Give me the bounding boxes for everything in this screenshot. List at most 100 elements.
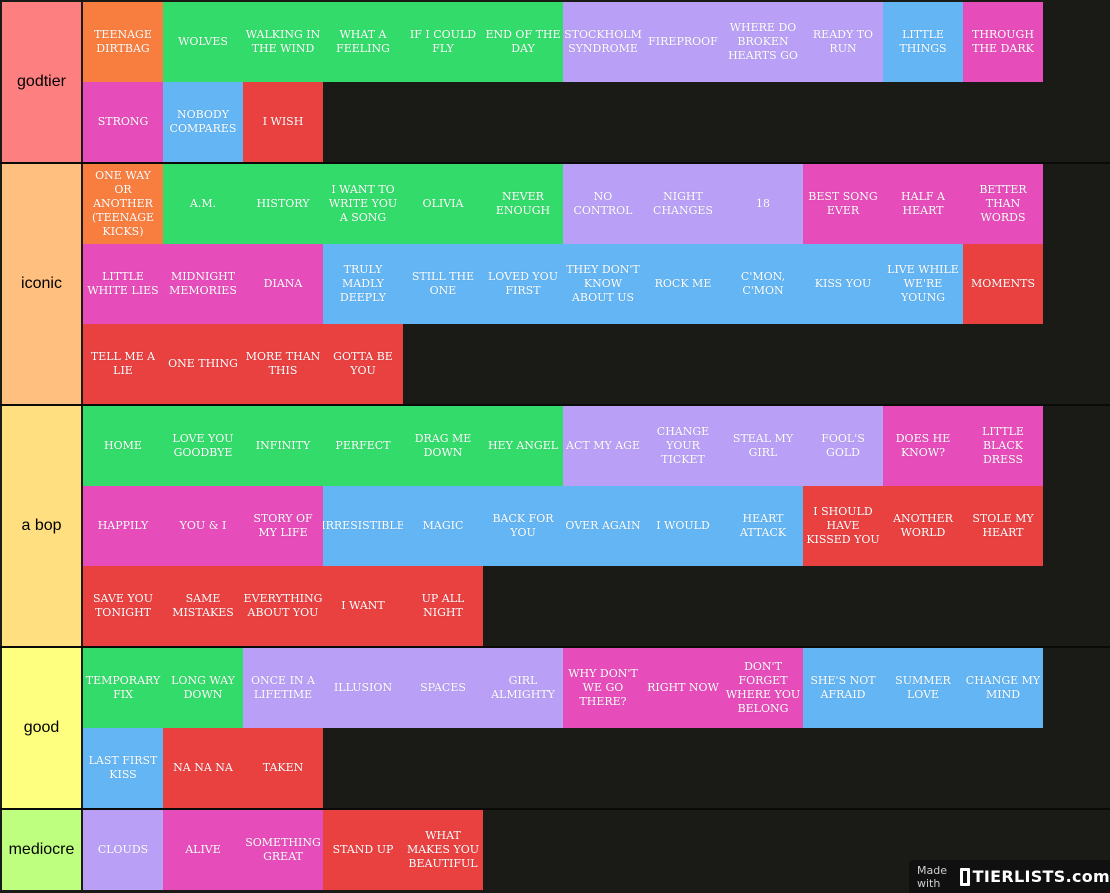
tier-item[interactable]: LONG WAY DOWN xyxy=(163,648,243,728)
tier-item[interactable]: READY TO RUN xyxy=(803,2,883,82)
tier-item[interactable]: I WANT xyxy=(323,566,403,646)
tier-label[interactable]: a bop xyxy=(2,406,81,646)
tier-item[interactable]: C'MON, C'MON xyxy=(723,244,803,324)
tier-label[interactable]: good xyxy=(2,648,81,808)
tier-item[interactable]: DRAG ME DOWN xyxy=(403,406,483,486)
tier-item[interactable]: RIGHT NOW xyxy=(643,648,723,728)
tier-item[interactable]: HISTORY xyxy=(243,164,323,244)
tier-item[interactable]: LOVED YOU FIRST xyxy=(483,244,563,324)
tier-item[interactable]: 18 xyxy=(723,164,803,244)
tier-item[interactable]: HOME xyxy=(83,406,163,486)
tier-label[interactable]: mediocre xyxy=(2,810,81,890)
tier-item[interactable]: ILLUSION xyxy=(323,648,403,728)
tier-item[interactable]: GOTTA BE YOU xyxy=(323,324,403,404)
tier-item[interactable]: SAME MISTAKES xyxy=(163,566,243,646)
tier-item[interactable]: STOLE MY HEART xyxy=(963,486,1043,566)
tier-item[interactable]: CHANGE MY MIND xyxy=(963,648,1043,728)
tier-item[interactable]: CHANGE YOUR TICKET xyxy=(643,406,723,486)
tier-item[interactable]: LIVE WHILE WE'RE YOUNG xyxy=(883,244,963,324)
tier-item[interactable]: OLIVIA xyxy=(403,164,483,244)
tier-item[interactable]: HALF A HEART xyxy=(883,164,963,244)
tier-item[interactable]: LAST FIRST KISS xyxy=(83,728,163,808)
tier-item[interactable]: SOMETHING GREAT xyxy=(243,810,323,890)
tier-item[interactable]: I SHOULD HAVE KISSED YOU xyxy=(803,486,883,566)
made-with-label: Made with xyxy=(917,863,947,890)
tier-item[interactable]: YOU & I xyxy=(163,486,243,566)
tier-item[interactable]: ANOTHER WORLD xyxy=(883,486,963,566)
tier-item[interactable]: HEY ANGEL xyxy=(483,406,563,486)
tier-item[interactable]: SPACES xyxy=(403,648,483,728)
tier-item[interactable]: END OF THE DAY xyxy=(483,2,563,82)
tier-item[interactable]: KISS YOU xyxy=(803,244,883,324)
tier-item[interactable]: GIRL ALMIGHTY xyxy=(483,648,563,728)
tier-item[interactable]: LITTLE THINGS xyxy=(883,2,963,82)
tier-row: iconic ONE WAY OR ANOTHER (TEENAGE KICKS)… xyxy=(0,164,1110,404)
tier-item[interactable]: THEY DON'T KNOW ABOUT US xyxy=(563,244,643,324)
tier-item[interactable]: NEVER ENOUGH xyxy=(483,164,563,244)
tier-item[interactable]: NOBODY COMPARES xyxy=(163,82,243,162)
tier-item[interactable]: A.M. xyxy=(163,164,243,244)
tier-item[interactable]: STAND UP xyxy=(323,810,403,890)
tier-item[interactable]: STOCKHOLM SYNDROME xyxy=(563,2,643,82)
tier-item[interactable]: SAVE YOU TONIGHT xyxy=(83,566,163,646)
tier-item[interactable]: ROCK ME xyxy=(643,244,723,324)
tierlists-watermark[interactable]: Made with TIERLISTS.com xyxy=(909,860,1110,893)
tier-item[interactable]: NA NA NA xyxy=(163,728,243,808)
tier-label[interactable]: iconic xyxy=(2,164,81,404)
tier-item[interactable]: NIGHT CHANGES xyxy=(643,164,723,244)
tier-item[interactable]: DIANA xyxy=(243,244,323,324)
tier-item[interactable]: STEAL MY GIRL xyxy=(723,406,803,486)
tier-item[interactable]: CLOUDS xyxy=(83,810,163,890)
tier-item[interactable]: I WISH xyxy=(243,82,323,162)
tier-item[interactable]: TELL ME A LIE xyxy=(83,324,163,404)
tier-item[interactable]: WHY DON'T WE GO THERE? xyxy=(563,648,643,728)
tier-item[interactable]: SHE'S NOT AFRAID xyxy=(803,648,883,728)
tier-item[interactable]: IF I COULD FLY xyxy=(403,2,483,82)
tier-item[interactable]: THROUGH THE DARK xyxy=(963,2,1043,82)
tier-item[interactable]: FOOL'S GOLD xyxy=(803,406,883,486)
tier-item[interactable]: MORE THAN THIS xyxy=(243,324,323,404)
tier-item[interactable]: STILL THE ONE xyxy=(403,244,483,324)
tier-item[interactable]: LITTLE WHITE LIES xyxy=(83,244,163,324)
tier-item[interactable]: BACK FOR YOU xyxy=(483,486,563,566)
tier-item[interactable]: ONE WAY OR ANOTHER (TEENAGE KICKS) xyxy=(83,164,163,244)
tier-item[interactable]: IRRESISTIBLE xyxy=(323,486,403,566)
tier-item[interactable]: FIREPROOF xyxy=(643,2,723,82)
tier-item[interactable]: TAKEN xyxy=(243,728,323,808)
tier-item[interactable]: I WANT TO WRITE YOU A SONG xyxy=(323,164,403,244)
tier-item[interactable]: HAPPILY xyxy=(83,486,163,566)
tier-item[interactable]: ALIVE xyxy=(163,810,243,890)
tier-item[interactable]: MIDNIGHT MEMORIES xyxy=(163,244,243,324)
tier-item[interactable]: SUMMER LOVE xyxy=(883,648,963,728)
tier-item[interactable]: BEST SONG EVER xyxy=(803,164,883,244)
tier-item[interactable]: TEENAGE DIRTBAG xyxy=(83,2,163,82)
tier-item[interactable]: MOMENTS xyxy=(963,244,1043,324)
tier-item[interactable]: BETTER THAN WORDS xyxy=(963,164,1043,244)
tier-item[interactable]: DON'T FORGET WHERE YOU BELONG xyxy=(723,648,803,728)
tier-item[interactable]: UP ALL NIGHT xyxy=(403,566,483,646)
tier-item[interactable]: OVER AGAIN xyxy=(563,486,643,566)
tier-item[interactable]: ONE THING xyxy=(163,324,243,404)
tier-item[interactable]: TRULY MADLY DEEPLY xyxy=(323,244,403,324)
tier-item[interactable]: ACT MY AGE xyxy=(563,406,643,486)
tier-item[interactable]: STORY OF MY LIFE xyxy=(243,486,323,566)
tier-item[interactable]: I WOULD xyxy=(643,486,723,566)
tier-item[interactable]: LOVE YOU GOODBYE xyxy=(163,406,243,486)
tier-item[interactable]: EVERYTHING ABOUT YOU xyxy=(243,566,323,646)
tier-item[interactable]: WALKING IN THE WIND xyxy=(243,2,323,82)
tier-item[interactable]: WOLVES xyxy=(163,2,243,82)
tier-item[interactable]: LITTLE BLACK DRESS xyxy=(963,406,1043,486)
tier-item[interactable]: ONCE IN A LIFETIME xyxy=(243,648,323,728)
tier-item[interactable]: INFINITY xyxy=(243,406,323,486)
tier-item[interactable]: STRONG xyxy=(83,82,163,162)
tier-item[interactable]: HEART ATTACK xyxy=(723,486,803,566)
tier-item[interactable]: DOES HE KNOW? xyxy=(883,406,963,486)
tier-item[interactable]: WHERE DO BROKEN HEARTS GO xyxy=(723,2,803,82)
tier-item[interactable]: PERFECT xyxy=(323,406,403,486)
tier-item[interactable]: TEMPORARY FIX xyxy=(83,648,163,728)
tier-item[interactable]: WHAT A FEELING xyxy=(323,2,403,82)
tier-item[interactable]: NO CONTROL xyxy=(563,164,643,244)
tier-label[interactable]: godtier xyxy=(2,2,81,162)
tier-item[interactable]: MAGIC xyxy=(403,486,483,566)
tier-item[interactable]: WHAT MAKES YOU BEAUTIFUL xyxy=(403,810,483,890)
